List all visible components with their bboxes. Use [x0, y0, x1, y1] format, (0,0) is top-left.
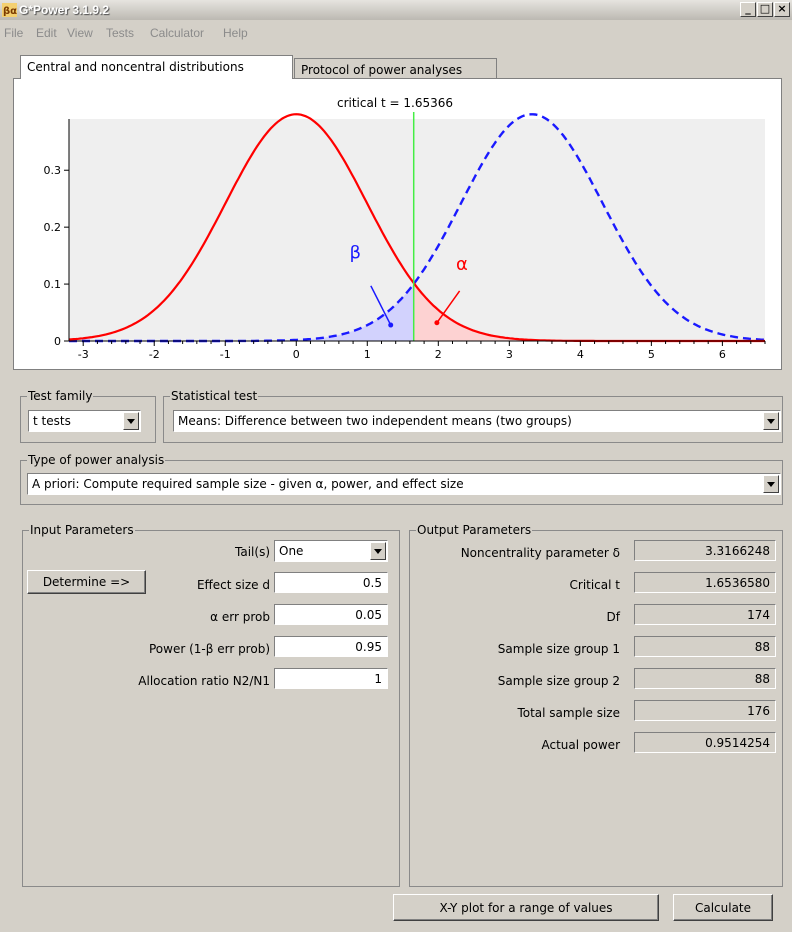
alpha-pointer: [436, 290, 461, 324]
effect-size-label: Effect size d: [196, 578, 270, 592]
power-analysis-group: Type of power analysis A priori: Compute…: [20, 453, 783, 505]
x-tick-label: 0: [293, 348, 300, 361]
x-axis-ticks: -3 -2 -1 0 1 2 3 4 5 6: [78, 341, 766, 361]
actual-power-label: Actual power: [541, 738, 621, 752]
beta-region: [69, 283, 414, 341]
allocation-ratio-input[interactable]: 1: [274, 668, 388, 689]
distribution-plot-panel: critical t = 1.65366 -3 -2 -1 0 1 2 3 4 5 6 0 0.1 0…: [13, 78, 782, 370]
sample-size-group2-value: 88: [634, 668, 776, 689]
alpha-pointer-dot: [434, 320, 440, 326]
noncentrality-value: 3.3166248: [634, 540, 776, 561]
output-parameters-group: Output Parameters: [409, 523, 783, 887]
chevron-down-icon[interactable]: [123, 412, 139, 430]
x-tick-label: -3: [78, 348, 89, 361]
x-tick-label: 6: [719, 348, 726, 361]
sample-size-group2-label: Sample size group 2: [497, 674, 620, 688]
alpha-err-prob-input[interactable]: 0.05: [274, 604, 388, 625]
menu-view[interactable]: View: [67, 26, 93, 40]
tab-protocol-of-power-analyses[interactable]: Protocol of power analyses: [294, 58, 497, 80]
df-value: 174: [634, 604, 776, 625]
menu-calculator[interactable]: Calculator: [150, 26, 205, 40]
determine-button[interactable]: Determine =>: [27, 570, 146, 594]
tab-central-noncentral-distributions[interactable]: Central and noncentral distributions: [20, 55, 293, 79]
beta-pointer: [370, 285, 392, 326]
total-sample-size-value: 176: [634, 700, 776, 721]
y-tick-label: 0.2: [44, 221, 62, 234]
menu-file[interactable]: File: [4, 26, 24, 40]
x-tick-label: 2: [435, 348, 442, 361]
chart-title: critical t = 1.65366: [337, 96, 453, 110]
y-axis-ticks: 0 0.1 0.2 0.3: [44, 164, 69, 348]
x-tick-label: -1: [220, 348, 231, 361]
svg-text:βα: βα: [3, 6, 17, 17]
power-analysis-value: A priori: Compute required sample size -…: [32, 477, 464, 491]
total-sample-size-label: Total sample size: [517, 706, 620, 720]
tails-select[interactable]: One: [274, 540, 388, 562]
power-analysis-select[interactable]: A priori: Compute required sample size -…: [27, 473, 781, 495]
power-analysis-label: Type of power analysis: [27, 453, 166, 467]
chevron-down-icon[interactable]: [763, 475, 779, 493]
chevron-down-icon[interactable]: [370, 542, 386, 560]
calculate-button[interactable]: Calculate: [673, 894, 773, 921]
x-tick-label: -2: [149, 348, 160, 361]
alpha-label: α: [456, 254, 468, 275]
test-family-value: t tests: [33, 414, 71, 428]
y-tick-label: 0.3: [44, 164, 62, 177]
statistical-test-group: Statistical test Means: Difference betwe…: [163, 389, 783, 443]
window-title: G*Power 3.1.9.2: [19, 3, 110, 17]
statistical-test-value: Means: Difference between two independen…: [178, 414, 572, 428]
input-parameters-label: Input Parameters: [29, 523, 135, 537]
input-parameters-group: Input Parameters: [22, 523, 400, 887]
statistical-test-label: Statistical test: [170, 389, 259, 403]
test-family-select[interactable]: t tests: [28, 410, 141, 432]
minimize-icon[interactable]: _: [740, 2, 756, 17]
test-family-group: Test family t tests: [20, 389, 156, 443]
distribution-plot: critical t = 1.65366 -3 -2 -1 0 1 2 3 4 5 6 00.10…: [44, 96, 766, 361]
sample-size-group1-label: Sample size group 1: [497, 642, 620, 656]
menu-edit[interactable]: Edit: [36, 26, 57, 40]
chevron-down-icon[interactable]: [763, 412, 779, 430]
x-tick-label: 3: [506, 348, 513, 361]
beta-pointer-dot: [388, 322, 394, 328]
noncentral-t-curve: [69, 113, 766, 343]
critical-t-value: 1.6536580: [634, 572, 776, 593]
x-tick-label: 4: [577, 348, 584, 361]
effect-size-input[interactable]: 0.5: [274, 572, 388, 593]
menu-help[interactable]: Help: [223, 26, 248, 40]
title-bar: βα G*Power 3.1.9.2 _ □ ×: [0, 0, 792, 20]
noncentrality-label: Noncentrality parameter δ: [460, 546, 620, 560]
maximize-icon[interactable]: □: [757, 2, 773, 17]
close-icon[interactable]: ×: [774, 2, 790, 17]
y-tick-label: 0: [54, 335, 61, 348]
tails-value: One: [279, 544, 304, 558]
critical-t-label: Critical t: [569, 578, 621, 592]
output-parameters-label: Output Parameters: [416, 523, 533, 537]
alpha-region: [413, 283, 765, 341]
tails-label: Tail(s): [235, 545, 270, 559]
menu-tests[interactable]: Tests: [106, 26, 135, 40]
power-label: Power (1-β err prob): [149, 642, 270, 656]
test-family-label: Test family: [27, 389, 94, 403]
alpha-err-prob-label: α err prob: [210, 610, 270, 624]
power-input[interactable]: 0.95: [274, 636, 388, 657]
x-tick-label: 5: [648, 348, 655, 361]
xy-plot-button[interactable]: X-Y plot for a range of values: [393, 894, 659, 921]
sample-size-group1-value: 88: [634, 636, 776, 657]
menu-bar: File Edit View Tests Calculator Help: [0, 22, 792, 42]
gpower-app-icon: βα: [2, 3, 17, 17]
beta-label: β: [350, 242, 362, 263]
df-label: Df: [606, 610, 620, 624]
actual-power-value: 0.9514254: [634, 732, 776, 753]
statistical-test-select[interactable]: Means: Difference between two independen…: [173, 410, 781, 432]
y-tick-label: 0.1: [44, 278, 62, 291]
allocation-ratio-label: Allocation ratio N2/N1: [138, 674, 270, 688]
x-tick-label: 1: [364, 348, 371, 361]
